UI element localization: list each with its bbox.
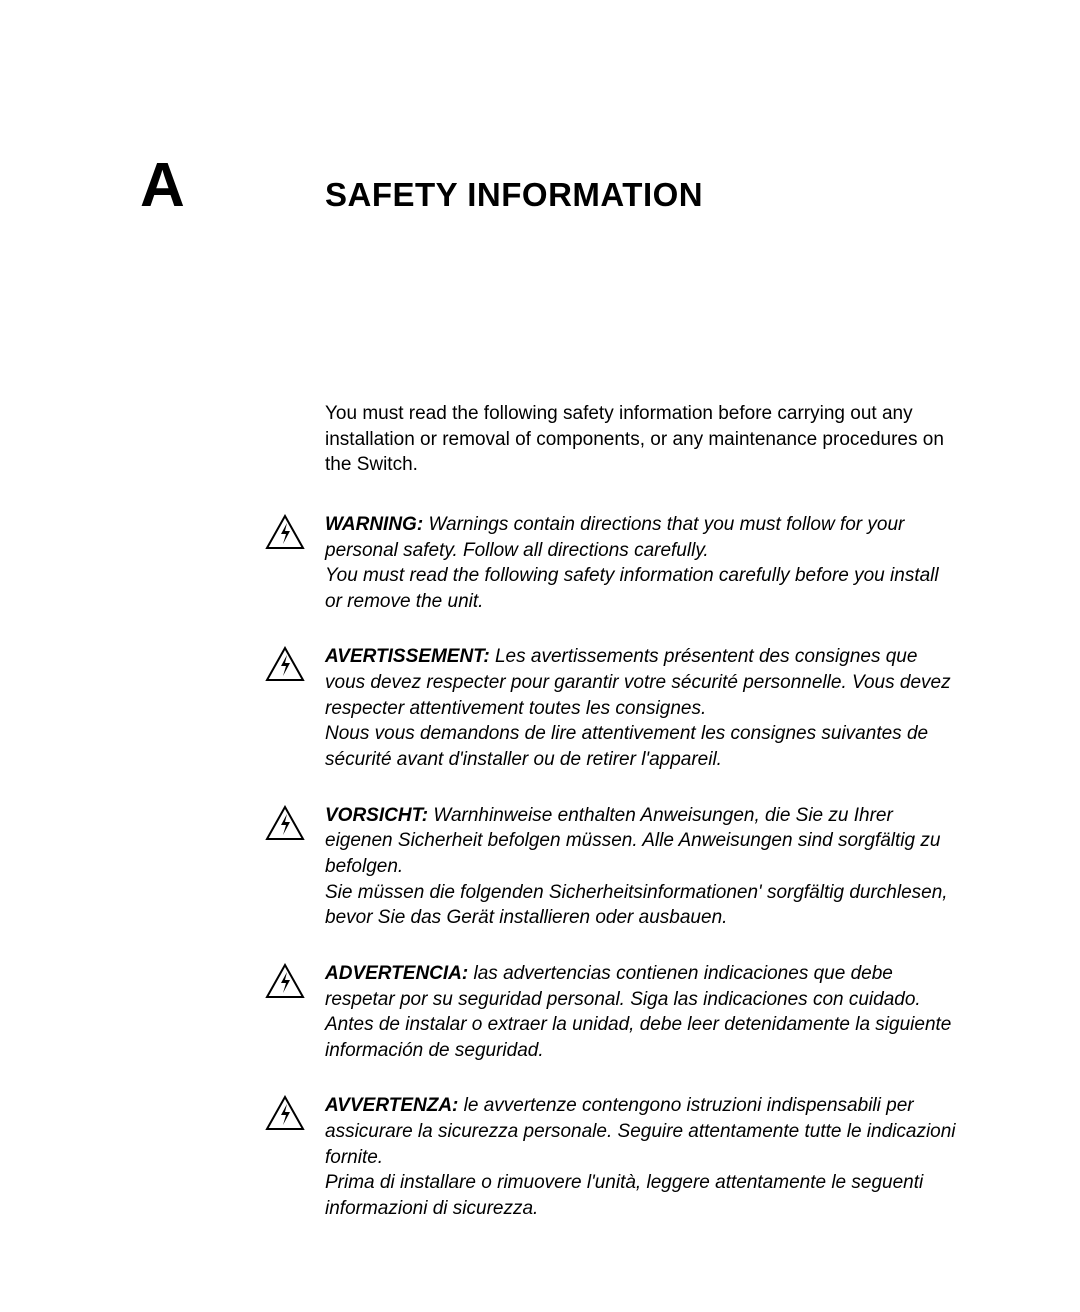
warning-text2: Nous vous demandons de lire attentivemen… bbox=[325, 721, 960, 772]
warning-block-es: ADVERTENCIA: las advertencias contienen … bbox=[325, 961, 960, 1064]
electric-warning-icon bbox=[265, 963, 305, 999]
warning-block-fr: AVERTISSEMENT: Les avertissements présen… bbox=[325, 644, 960, 772]
page: A SAFETY INFORMATION You must read the f… bbox=[0, 0, 1080, 1312]
electric-warning-icon bbox=[265, 646, 305, 682]
warning-block-en: WARNING: Warnings contain directions tha… bbox=[325, 512, 960, 615]
electric-warning-icon bbox=[265, 514, 305, 550]
header-row: A SAFETY INFORMATION bbox=[140, 150, 960, 221]
warning-text2: Prima di installare o rimuovere l'unità,… bbox=[325, 1170, 960, 1221]
warning-text2: Sie müssen die folgenden Sicherheitsinfo… bbox=[325, 880, 960, 931]
electric-warning-icon bbox=[265, 805, 305, 841]
warning-text2: Antes de instalar o extraer la unidad, d… bbox=[325, 1012, 960, 1063]
warning-label: ADVERTENCIA: bbox=[325, 963, 468, 984]
content-column: You must read the following safety infor… bbox=[325, 401, 960, 1222]
warning-label: AVERTISSEMENT: bbox=[325, 646, 490, 667]
intro-text: You must read the following safety infor… bbox=[325, 401, 960, 478]
appendix-letter: A bbox=[140, 150, 325, 221]
warning-text2: You must read the following safety infor… bbox=[325, 563, 960, 614]
page-title: SAFETY INFORMATION bbox=[325, 176, 703, 214]
warning-label: VORSICHT: bbox=[325, 805, 428, 826]
warning-label: AVVERTENZA: bbox=[325, 1095, 458, 1116]
electric-warning-icon bbox=[265, 1095, 305, 1131]
warning-block-it: AVVERTENZA: le avvertenze contengono ist… bbox=[325, 1093, 960, 1221]
warning-label: WARNING: bbox=[325, 514, 423, 535]
warning-block-de: VORSICHT: Warnhinweise enthalten Anweisu… bbox=[325, 803, 960, 931]
